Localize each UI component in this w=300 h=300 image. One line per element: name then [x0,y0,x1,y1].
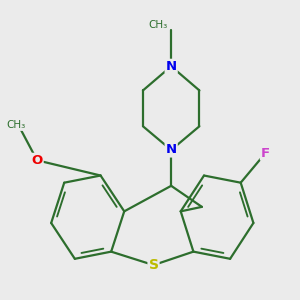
Text: CH₃: CH₃ [7,120,26,130]
Text: O: O [32,154,43,167]
Text: N: N [166,143,177,157]
Text: F: F [261,147,270,160]
Text: N: N [166,60,177,73]
Text: CH₃: CH₃ [148,20,167,30]
Text: S: S [148,258,158,272]
